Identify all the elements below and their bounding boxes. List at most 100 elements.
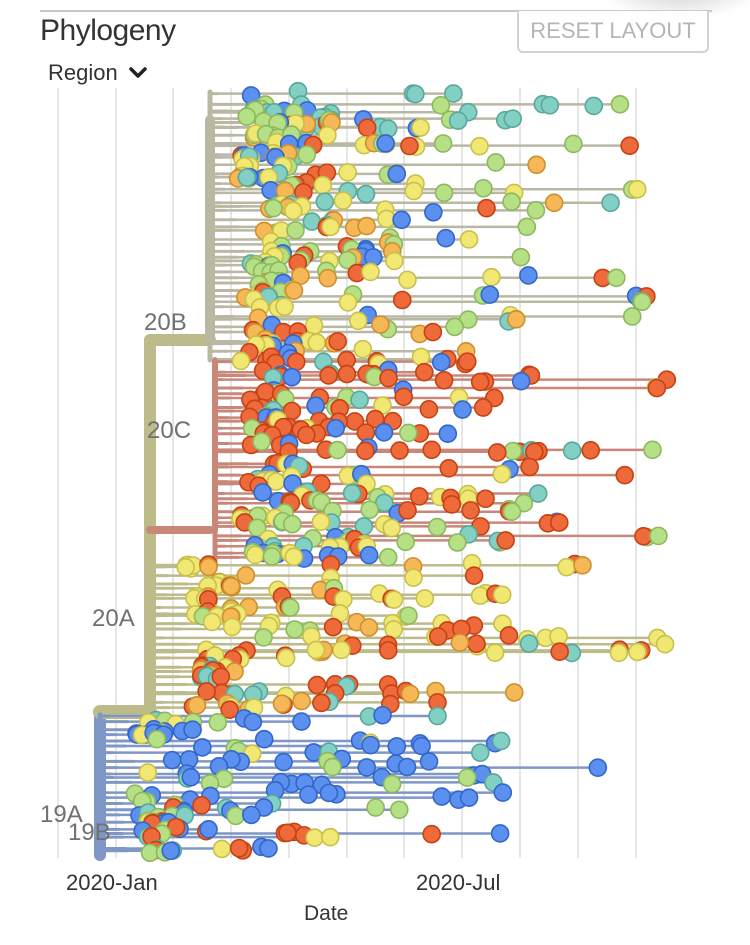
tip-node[interactable] [428, 627, 448, 646]
tip-node[interactable] [162, 750, 182, 770]
tip-node[interactable] [473, 398, 493, 417]
tip-node[interactable] [183, 720, 202, 740]
tip-node[interactable] [499, 626, 519, 645]
tip-node[interactable] [470, 743, 490, 762]
tip-node[interactable] [376, 134, 395, 153]
tip-node[interactable] [338, 163, 357, 182]
tip-node[interactable] [192, 796, 211, 815]
tip-node[interactable] [400, 136, 419, 156]
tip-node[interactable] [442, 495, 462, 514]
tip-node[interactable] [379, 368, 398, 388]
tip-node[interactable] [274, 752, 293, 772]
tip-node[interactable] [297, 145, 317, 164]
tip-node[interactable] [304, 316, 324, 335]
tip-node[interactable] [356, 441, 375, 461]
tip-node[interactable] [399, 606, 418, 625]
tip-node[interactable] [389, 800, 409, 820]
color-by-dropdown[interactable]: Region [48, 60, 148, 86]
tip-node[interactable] [373, 705, 392, 725]
tip-node[interactable] [283, 474, 302, 493]
tip-node[interactable] [632, 292, 652, 312]
tip-node[interactable] [439, 459, 459, 478]
tip-node[interactable] [231, 351, 251, 371]
tip-node[interactable] [419, 752, 439, 771]
tip-node[interactable] [557, 557, 576, 577]
tip-node[interactable] [526, 201, 546, 220]
tip-node[interactable] [350, 390, 369, 410]
tip-node[interactable] [520, 457, 539, 477]
tip-node[interactable] [564, 134, 583, 154]
tip-node[interactable] [432, 787, 452, 806]
tip-node[interactable] [243, 712, 263, 732]
tip-node[interactable] [490, 824, 510, 843]
tip-node[interactable] [387, 737, 407, 756]
tip-node[interactable] [357, 118, 377, 138]
tip-node[interactable] [286, 221, 305, 240]
tip-node[interactable] [411, 118, 430, 137]
tip-node[interactable] [361, 262, 380, 282]
reset-layout-button[interactable]: RESET LAYOUT [517, 11, 709, 53]
tip-node[interactable] [315, 192, 335, 211]
tip-node[interactable] [486, 153, 506, 172]
tip-node[interactable] [411, 347, 431, 367]
tip-node[interactable] [348, 311, 368, 331]
tip-node[interactable] [237, 107, 257, 126]
tip-node[interactable] [448, 533, 467, 552]
tip-node[interactable] [342, 483, 362, 503]
tip-node[interactable] [187, 696, 207, 715]
tip-node[interactable] [323, 757, 342, 777]
tip-node[interactable] [199, 557, 218, 577]
tip-node[interactable] [353, 339, 373, 359]
tip-node[interactable] [212, 839, 232, 859]
tip-node[interactable] [292, 691, 311, 711]
tip-node[interactable] [415, 589, 435, 608]
tip-node[interactable] [306, 640, 326, 660]
tip-node[interactable] [427, 517, 447, 537]
tip-node[interactable] [319, 366, 338, 385]
tip-node[interactable] [242, 805, 261, 825]
tip-node[interactable] [487, 443, 507, 462]
tip-node[interactable] [609, 643, 629, 663]
tip-node[interactable] [423, 322, 443, 342]
tip-node[interactable] [226, 806, 246, 826]
tip-node[interactable] [197, 682, 216, 701]
tip-node[interactable] [382, 774, 402, 794]
tip-node[interactable] [415, 362, 434, 382]
tip-node[interactable] [502, 192, 521, 212]
tip-node[interactable] [431, 352, 451, 372]
tip-node[interactable] [366, 798, 385, 817]
tip-node[interactable] [318, 268, 338, 288]
tip-node[interactable] [400, 684, 420, 704]
tip-node[interactable] [338, 293, 358, 312]
tip-node[interactable] [284, 547, 304, 567]
tip-node[interactable] [573, 556, 592, 575]
tip-node[interactable] [404, 181, 424, 201]
tip-node[interactable] [360, 500, 379, 520]
tip-node[interactable] [627, 179, 647, 199]
tip-node[interactable] [398, 501, 417, 520]
tip-node[interactable] [221, 577, 241, 596]
tip-node[interactable] [378, 641, 398, 660]
tip-node[interactable] [283, 514, 302, 534]
tip-node[interactable] [278, 823, 297, 843]
tip-node[interactable] [424, 202, 443, 222]
tip-node[interactable] [247, 518, 267, 538]
tip-node[interactable] [397, 757, 417, 777]
tip-node[interactable] [504, 683, 524, 702]
tip-node[interactable] [323, 617, 343, 637]
tip-node[interactable] [527, 155, 546, 175]
tip-node[interactable] [433, 134, 453, 153]
tip-node[interactable] [254, 729, 274, 749]
tip-node[interactable] [458, 352, 477, 371]
tip-node[interactable] [459, 788, 479, 807]
tip-node[interactable] [357, 216, 376, 236]
tip-node[interactable] [312, 693, 331, 713]
tip-node[interactable] [470, 372, 490, 392]
tip-node[interactable] [470, 586, 490, 605]
tip-node[interactable] [467, 634, 486, 654]
tip-node[interactable] [307, 675, 327, 695]
tip-node[interactable] [354, 517, 374, 536]
tip-node[interactable] [450, 633, 470, 652]
tip-node[interactable] [492, 464, 512, 484]
tip-node[interactable] [476, 489, 495, 509]
